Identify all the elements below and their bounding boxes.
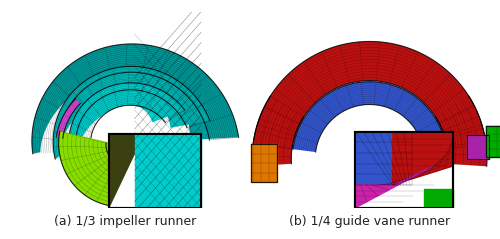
Polygon shape bbox=[58, 131, 146, 206]
Bar bbox=[356, 132, 454, 208]
Polygon shape bbox=[252, 96, 304, 166]
Polygon shape bbox=[392, 132, 454, 185]
Polygon shape bbox=[32, 44, 238, 154]
Polygon shape bbox=[436, 96, 487, 166]
Polygon shape bbox=[253, 42, 486, 149]
Polygon shape bbox=[69, 83, 184, 162]
Polygon shape bbox=[293, 82, 446, 152]
Bar bbox=[108, 134, 201, 208]
Polygon shape bbox=[356, 166, 434, 208]
Polygon shape bbox=[356, 132, 412, 185]
Polygon shape bbox=[486, 126, 500, 157]
Text: (a) 1/3 impeller runner: (a) 1/3 impeller runner bbox=[54, 215, 196, 228]
Polygon shape bbox=[467, 135, 488, 159]
Polygon shape bbox=[251, 144, 277, 182]
Polygon shape bbox=[134, 134, 201, 208]
Polygon shape bbox=[53, 66, 210, 159]
Polygon shape bbox=[56, 99, 80, 138]
Polygon shape bbox=[424, 189, 454, 208]
Text: (b) 1/4 guide vane runner: (b) 1/4 guide vane runner bbox=[289, 215, 450, 228]
Polygon shape bbox=[130, 158, 179, 204]
Polygon shape bbox=[108, 134, 144, 208]
Bar bbox=[108, 134, 201, 208]
Bar bbox=[356, 132, 454, 208]
